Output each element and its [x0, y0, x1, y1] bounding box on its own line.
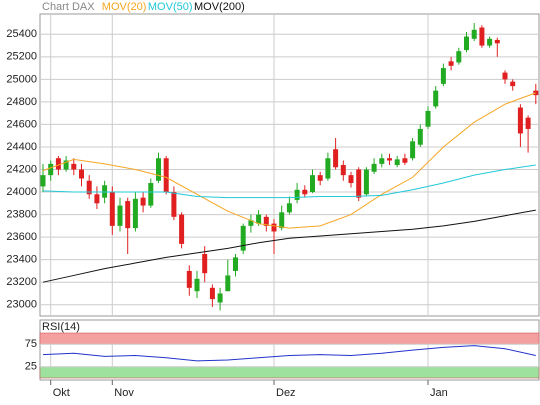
candle-body — [456, 51, 462, 63]
candle-body — [55, 158, 61, 170]
candle-body — [132, 198, 138, 229]
candle-body — [79, 169, 84, 179]
candle-body — [325, 158, 331, 179]
zone — [39, 332, 540, 345]
y-tick-label: 23000 — [6, 299, 37, 311]
candle-body — [464, 36, 469, 51]
series-line — [42, 209, 536, 283]
candle-body — [240, 225, 246, 251]
rsi-title: RSI(14) — [42, 321, 80, 333]
y-tick-label: 25000 — [6, 73, 37, 85]
y-tick-label: 24400 — [6, 141, 37, 153]
legend-entry: MOV(50) — [148, 1, 193, 13]
candle-body — [263, 216, 269, 226]
candle-body — [494, 39, 500, 44]
x-tick-label: Jan — [430, 387, 448, 399]
candle-body — [394, 159, 400, 165]
candle-body — [86, 180, 92, 195]
x-tick-label: Nov — [114, 387, 134, 399]
candle-body — [109, 192, 115, 226]
y-tick-label: 23800 — [6, 208, 37, 220]
candle-body — [433, 90, 439, 107]
candle-body — [448, 61, 454, 66]
candle-body — [302, 189, 308, 195]
y-tick-label: 24200 — [6, 163, 37, 175]
zone — [39, 366, 540, 379]
main-panel — [39, 13, 540, 317]
candle-body — [356, 169, 362, 198]
y-tick-label: 23200 — [6, 276, 37, 288]
candle-body — [294, 189, 300, 200]
candle-body — [117, 205, 123, 226]
candle-body — [371, 163, 377, 172]
series-line — [42, 164, 536, 199]
candle-body — [310, 175, 315, 193]
candle-body — [348, 175, 354, 184]
candle-body — [340, 165, 346, 176]
legend-entry: MOV(20) — [102, 1, 147, 13]
candle-body — [217, 293, 223, 303]
candle-body — [71, 163, 77, 170]
series-line — [42, 92, 536, 229]
candle-body — [417, 128, 423, 145]
candle-body — [510, 81, 516, 87]
candle-body — [94, 194, 100, 204]
candle-body — [379, 158, 385, 164]
candle-body — [286, 203, 292, 213]
candle-body — [248, 220, 254, 226]
candle-body — [209, 287, 215, 300]
candle-body — [63, 160, 69, 170]
candle-body — [225, 275, 231, 292]
candle-body — [148, 183, 154, 206]
candle-body — [440, 68, 446, 84]
candle-body — [502, 72, 508, 80]
y-tick-label: 25400 — [6, 28, 37, 40]
candle-body — [202, 254, 208, 274]
candle-body — [517, 107, 523, 134]
candle-body — [194, 278, 200, 292]
y-tick-label: 75 — [25, 338, 37, 350]
candle-body — [471, 29, 477, 39]
candle-body — [40, 175, 46, 187]
candle-body — [279, 212, 285, 229]
candle-body — [48, 163, 54, 176]
y-tick-label: 23400 — [6, 254, 37, 266]
candle-body — [363, 169, 369, 195]
y-tick-label: 24600 — [6, 118, 37, 130]
y-tick-label: 24800 — [6, 96, 37, 108]
candle-body — [171, 192, 177, 217]
candle-body — [387, 158, 392, 161]
candle-body — [410, 141, 416, 159]
candle-body — [233, 257, 238, 271]
x-tick-label: Okt — [53, 387, 70, 399]
legend-entry: MOV(200) — [194, 1, 245, 13]
candle-body — [487, 38, 493, 46]
candle-body — [317, 175, 323, 181]
candle-body — [425, 110, 431, 127]
candle-body — [163, 158, 169, 193]
candle-body — [179, 214, 185, 244]
candle-body — [333, 149, 339, 168]
candle-body — [140, 197, 146, 206]
candle-body — [525, 117, 531, 129]
candle-body — [256, 214, 262, 224]
candle-body — [156, 158, 161, 181]
chart-title: Chart DAX — [42, 1, 95, 13]
y-tick-label: 25 — [25, 361, 37, 373]
series-line — [42, 345, 536, 362]
candle-body — [102, 185, 108, 198]
y-tick-label: 23600 — [6, 231, 37, 243]
candle-body — [271, 223, 277, 232]
candle-body — [402, 158, 408, 163]
x-tick-label: Dez — [276, 387, 296, 399]
y-tick-label: 24000 — [6, 186, 37, 198]
candle-body — [186, 270, 192, 288]
y-tick-label: 25200 — [6, 51, 37, 63]
candle-body — [479, 27, 485, 46]
candle-body — [125, 201, 131, 229]
